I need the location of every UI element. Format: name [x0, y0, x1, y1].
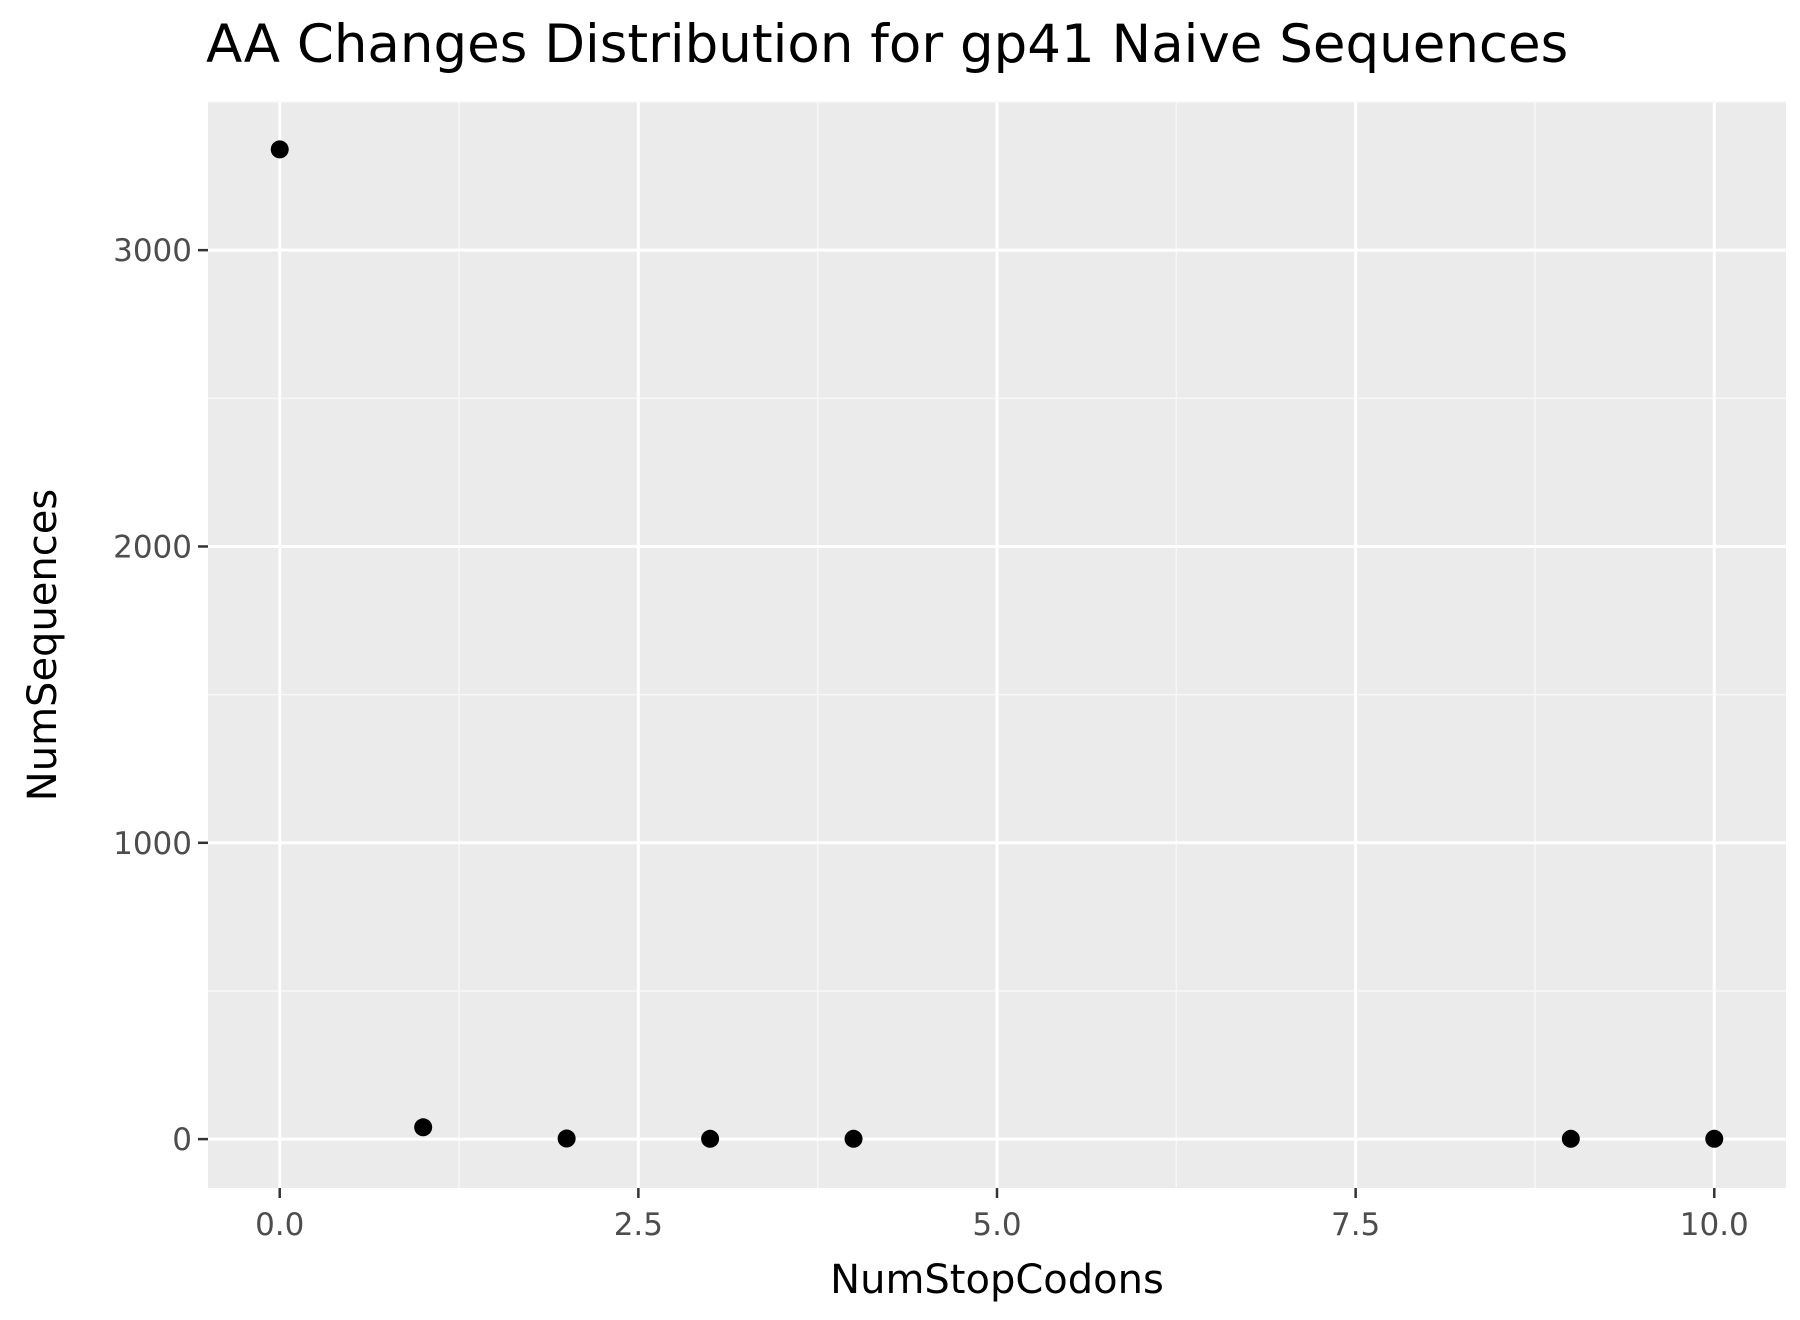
major-gridlines: [208, 102, 1786, 1188]
data-points: [270, 140, 1724, 1148]
data-point: [1561, 1129, 1580, 1148]
x-tick-label: 10.0: [1680, 1207, 1749, 1243]
x-axis-title: NumStopCodons: [830, 1257, 1164, 1303]
y-tick-label: 2000: [113, 529, 192, 565]
data-point: [414, 1118, 433, 1137]
y-tick-labels: 0 1000 2000 3000: [113, 233, 192, 1158]
y-tick-label: 0: [172, 1122, 192, 1158]
data-point: [1705, 1129, 1724, 1148]
x-tick-label: 2.5: [614, 1207, 663, 1243]
data-point: [270, 140, 289, 159]
data-point: [557, 1129, 576, 1148]
x-tick-label: 5.0: [972, 1207, 1021, 1243]
data-point: [844, 1129, 863, 1148]
x-tick-label: 7.5: [1331, 1207, 1380, 1243]
x-tick-labels: 0.0 2.5 5.0 7.5 10.0: [255, 1207, 1749, 1243]
chart-title: AA Changes Distribution for gp41 Naive S…: [206, 14, 1568, 75]
data-point: [701, 1129, 720, 1148]
x-tick-label: 0.0: [255, 1207, 304, 1243]
y-tick-label: 1000: [113, 826, 192, 862]
y-axis-title: NumSequences: [20, 489, 66, 801]
axis-ticks: [198, 248, 1716, 1198]
y-tick-label: 3000: [113, 233, 192, 269]
